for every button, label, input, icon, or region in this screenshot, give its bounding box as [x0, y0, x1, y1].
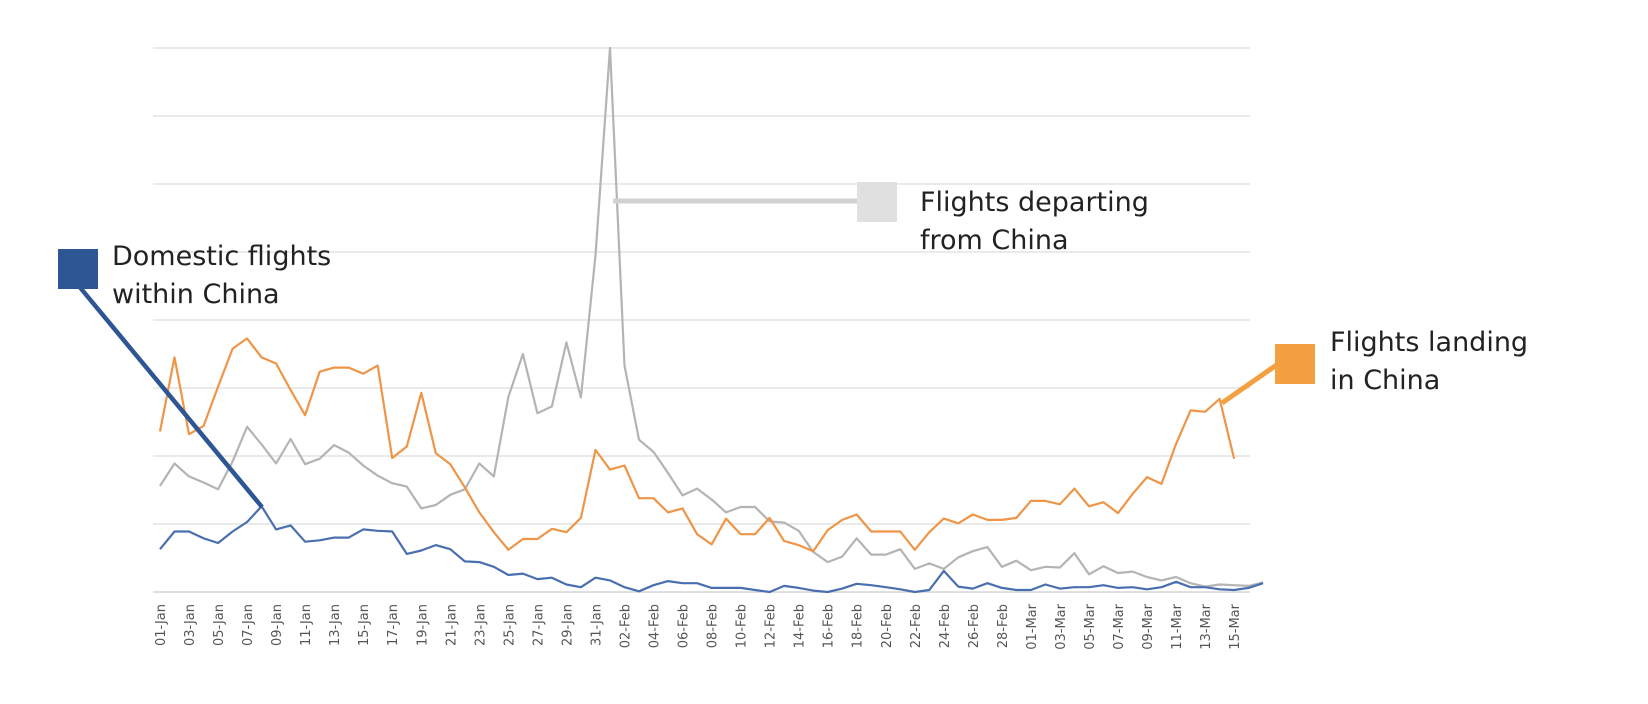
- series-lines: [158, 46, 1264, 594]
- x-tick-label: 02-Feb: [618, 604, 633, 648]
- x-tick-label: 20-Feb: [880, 604, 895, 648]
- legend-leader-domestic: [76, 283, 264, 509]
- x-tick-label: 09-Mar: [1141, 603, 1156, 649]
- x-tick-label: 08-Feb: [706, 604, 721, 648]
- x-tick-label: 09-Jan: [270, 604, 285, 646]
- x-tick-label: 31-Jan: [589, 604, 604, 646]
- x-tick-label: 15-Jan: [357, 604, 372, 646]
- x-tick-label: 23-Jan: [473, 604, 488, 646]
- legend-label-departing-line2: from China: [920, 225, 1069, 256]
- x-tick-label: 28-Feb: [996, 604, 1011, 648]
- x-tick-label: 05-Jan: [212, 604, 227, 646]
- x-tick-label: 15-Mar: [1228, 603, 1243, 649]
- x-tick-label: 27-Jan: [531, 604, 546, 646]
- x-tick-label: 04-Feb: [648, 604, 663, 648]
- x-tick-label: 01-Jan: [154, 604, 169, 646]
- x-tick-label: 05-Mar: [1083, 603, 1098, 649]
- legend: Domestic flights within China Flights de…: [58, 182, 1528, 509]
- x-tick-label: 19-Jan: [415, 604, 430, 646]
- x-tick-label: 29-Jan: [560, 604, 575, 646]
- x-tick-label: 25-Jan: [502, 604, 517, 646]
- x-tick-label: 24-Feb: [938, 604, 953, 648]
- x-tick-label: 07-Jan: [241, 604, 256, 646]
- legend-label-departing-line1: Flights departing: [920, 187, 1149, 218]
- series-line-landing: [158, 337, 1236, 553]
- x-tick-labels: 01-Jan 03-Jan 05-Jan 07-Jan 09-Jan 11-Jan 13-J…: [154, 603, 1243, 649]
- x-tick-label: 10-Feb: [735, 604, 750, 648]
- x-tick-label: 03-Jan: [183, 604, 198, 646]
- legend-item-domestic: Domestic flights within China: [58, 241, 331, 509]
- legend-swatch-departing: [857, 182, 897, 222]
- series-line-departing: [159, 46, 1264, 588]
- x-tick-label: 17-Jan: [386, 604, 401, 646]
- legend-item-departing: Flights departing from China: [613, 182, 1149, 256]
- x-tick-label: 18-Feb: [851, 604, 866, 648]
- x-tick-label: 13-Mar: [1199, 603, 1214, 649]
- legend-label-landing-line1: Flights landing: [1330, 327, 1528, 358]
- x-tick-label: 12-Feb: [764, 604, 779, 648]
- x-tick-label: 22-Feb: [909, 604, 924, 648]
- x-tick-label: 11-Mar: [1170, 603, 1185, 649]
- x-tick-label: 16-Feb: [822, 604, 837, 648]
- legend-label-landing-line2: in China: [1330, 365, 1440, 396]
- legend-swatch-domestic: [58, 249, 98, 289]
- x-tick-label: 14-Feb: [793, 604, 808, 648]
- x-tick-label: 07-Mar: [1112, 603, 1127, 649]
- gridlines: [153, 47, 1250, 593]
- legend-label-domestic-line2: within China: [112, 279, 280, 310]
- x-tick-label: 26-Feb: [967, 604, 982, 648]
- x-tick-label: 13-Jan: [328, 604, 343, 646]
- x-tick-label: 03-Mar: [1054, 603, 1069, 649]
- x-tick-label: 21-Jan: [444, 604, 459, 646]
- legend-swatch-landing: [1275, 344, 1315, 384]
- legend-label-domestic-line1: Domestic flights: [112, 241, 331, 272]
- series-line-domestic: [159, 505, 1264, 594]
- legend-item-landing: Flights landing in China: [1220, 327, 1528, 406]
- x-tick-label: 11-Jan: [299, 604, 314, 646]
- x-tick-label: 06-Feb: [677, 604, 692, 648]
- x-tick-label: 01-Mar: [1025, 603, 1040, 649]
